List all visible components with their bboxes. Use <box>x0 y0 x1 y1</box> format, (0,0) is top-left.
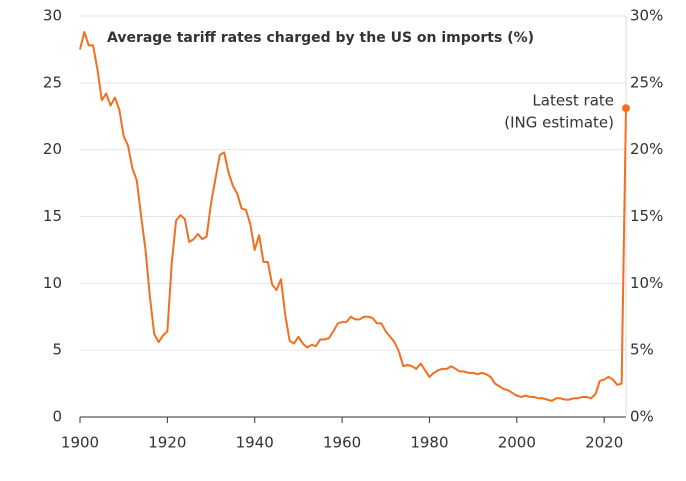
y-tick-label: 10 <box>43 274 62 292</box>
x-tick-label: 1940 <box>236 434 274 452</box>
y-tick-label: 15 <box>43 207 62 225</box>
x-tick-label: 1920 <box>148 434 186 452</box>
line <box>79 31 627 402</box>
y2-tick-label: 20% <box>630 140 663 158</box>
x-tick-label: 2020 <box>585 434 623 452</box>
y-tick-label: 30 <box>43 7 62 25</box>
y-tick-label: 5 <box>52 341 62 359</box>
annotation: (ING estimate) <box>504 114 614 132</box>
y-tick-label: 25 <box>43 73 62 91</box>
chart-title: Average tariff rates charged by the US o… <box>107 30 534 46</box>
latest-point <box>622 104 630 113</box>
x-tick-label: 1900 <box>61 434 99 452</box>
y2-tick-label: 25% <box>630 73 663 91</box>
x-tick-label: 2000 <box>498 434 536 452</box>
y2-tick-label: 30% <box>630 7 663 25</box>
y2-tick-label: 0% <box>630 408 654 426</box>
y2-tick-label: 5% <box>630 341 654 359</box>
y-tick-label: 0 <box>52 408 62 426</box>
annotation: Latest rate <box>532 92 614 110</box>
x-tick-label: 1980 <box>410 434 448 452</box>
x-tick-label: 1960 <box>323 434 361 452</box>
y2-tick-label: 15% <box>630 207 663 225</box>
y2-tick-label: 10% <box>630 274 663 292</box>
y-tick-label: 20 <box>43 140 62 158</box>
